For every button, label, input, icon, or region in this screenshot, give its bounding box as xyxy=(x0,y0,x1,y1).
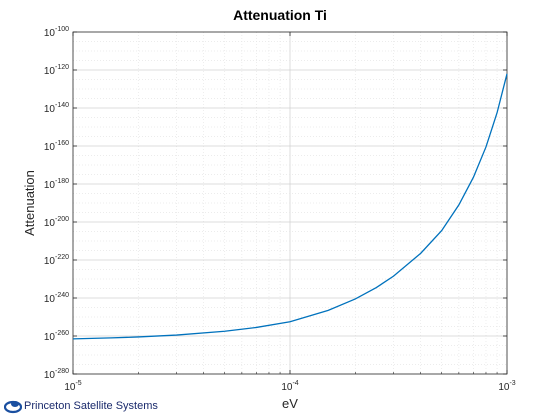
y-tick-label: 10-140 xyxy=(44,102,69,115)
satellite-swoosh-icon xyxy=(4,400,22,414)
ticks-layer: 10-100 10-120 10-140 10-160 10-180 10-200 10-2… xyxy=(44,26,516,393)
y-tick-label: 10-200 xyxy=(44,216,69,229)
company-logo: Princeton Satellite Systems xyxy=(4,398,158,414)
x-axis-label: eV xyxy=(282,396,298,411)
x-tick-label: 10-5 xyxy=(64,380,81,393)
y-tick-label: 10-100 xyxy=(44,26,69,39)
x-tick-label: 10-3 xyxy=(498,380,515,393)
y-tick-label: 10-120 xyxy=(44,64,69,77)
series-line-attenuation xyxy=(72,73,508,340)
y-tick-label: 10-180 xyxy=(44,178,69,191)
y-axis-label: Attenuation xyxy=(22,170,37,236)
y-tick-label: 10-160 xyxy=(44,140,69,153)
grid-layer xyxy=(73,32,507,374)
logo-text: Princeton Satellite Systems xyxy=(24,400,158,412)
y-tick-label: 10-240 xyxy=(44,292,69,305)
y-tick-label: 10-260 xyxy=(44,330,69,343)
x-tick-label: 10-4 xyxy=(281,380,298,393)
y-tick-label: 10-220 xyxy=(44,254,69,267)
chart-title: Attenuation Ti xyxy=(233,7,327,23)
y-tick-label: 10-280 xyxy=(44,368,69,381)
